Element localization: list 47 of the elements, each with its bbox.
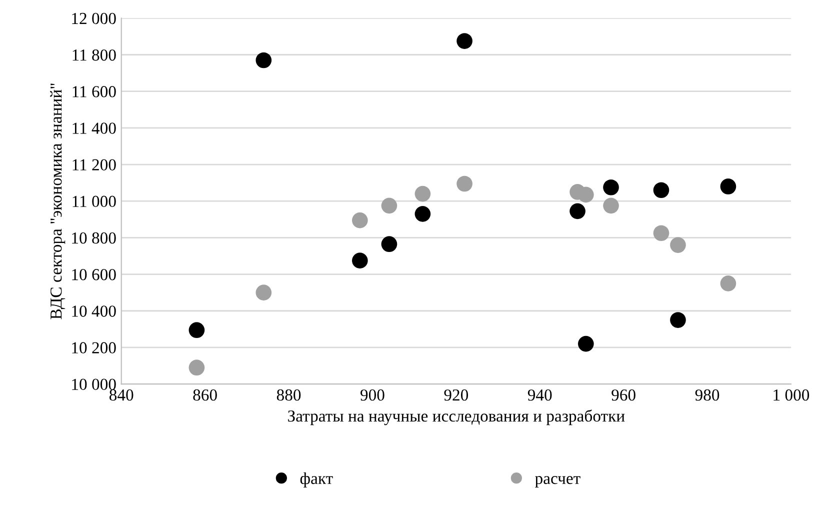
point — [414, 206, 431, 222]
x-tick-label: 960 — [612, 389, 636, 401]
point — [578, 186, 594, 203]
point — [603, 198, 619, 214]
point — [352, 212, 368, 228]
x-tick-label: 860 — [193, 389, 217, 401]
legend-label: расчет — [535, 476, 580, 488]
y-tick-label: 11 000 — [72, 196, 116, 208]
x-axis-title: Затраты на научные исследования и разработки — [288, 410, 625, 426]
point — [188, 322, 205, 338]
x-tick-label: 900 — [360, 389, 384, 401]
point — [456, 176, 472, 192]
point — [381, 198, 398, 214]
point — [578, 336, 594, 352]
point — [670, 237, 686, 253]
x-tick-label: 940 — [528, 389, 552, 401]
point — [256, 284, 272, 301]
x-tick-label: 980 — [695, 389, 720, 401]
point — [414, 186, 431, 202]
x-tick-label: 920 — [444, 389, 468, 401]
point — [381, 236, 398, 252]
point — [188, 360, 205, 376]
y-tick-label: 11 600 — [72, 86, 116, 98]
point — [670, 312, 686, 328]
point — [456, 33, 472, 49]
y-tick-label: 11 400 — [72, 122, 116, 134]
y-tick-label: 12 000 — [72, 12, 116, 24]
y-tick-label: 10 600 — [72, 268, 116, 280]
x-tick-label: 880 — [276, 389, 301, 401]
legend-label: факт — [300, 472, 333, 488]
y-tick-label: 11 800 — [72, 49, 116, 61]
point — [720, 276, 736, 292]
point — [256, 52, 272, 68]
x-tick-label: 840 — [110, 389, 134, 401]
y-tick-label: 11 200 — [72, 159, 116, 170]
y-tick-label: 10 800 — [72, 232, 116, 244]
point — [653, 225, 670, 242]
x-tick-label: 1 000 — [774, 389, 810, 401]
y-axis-title: ВДС сектора "экономика знаний" — [50, 84, 66, 320]
point — [570, 203, 586, 220]
y-tick-label: 10 400 — [72, 306, 116, 317]
y-tick-label: 10 000 — [72, 378, 116, 390]
point — [352, 252, 368, 268]
point — [603, 179, 619, 196]
point — [720, 178, 736, 194]
y-tick-label: 10 200 — [72, 342, 116, 354]
point — [653, 182, 670, 198]
